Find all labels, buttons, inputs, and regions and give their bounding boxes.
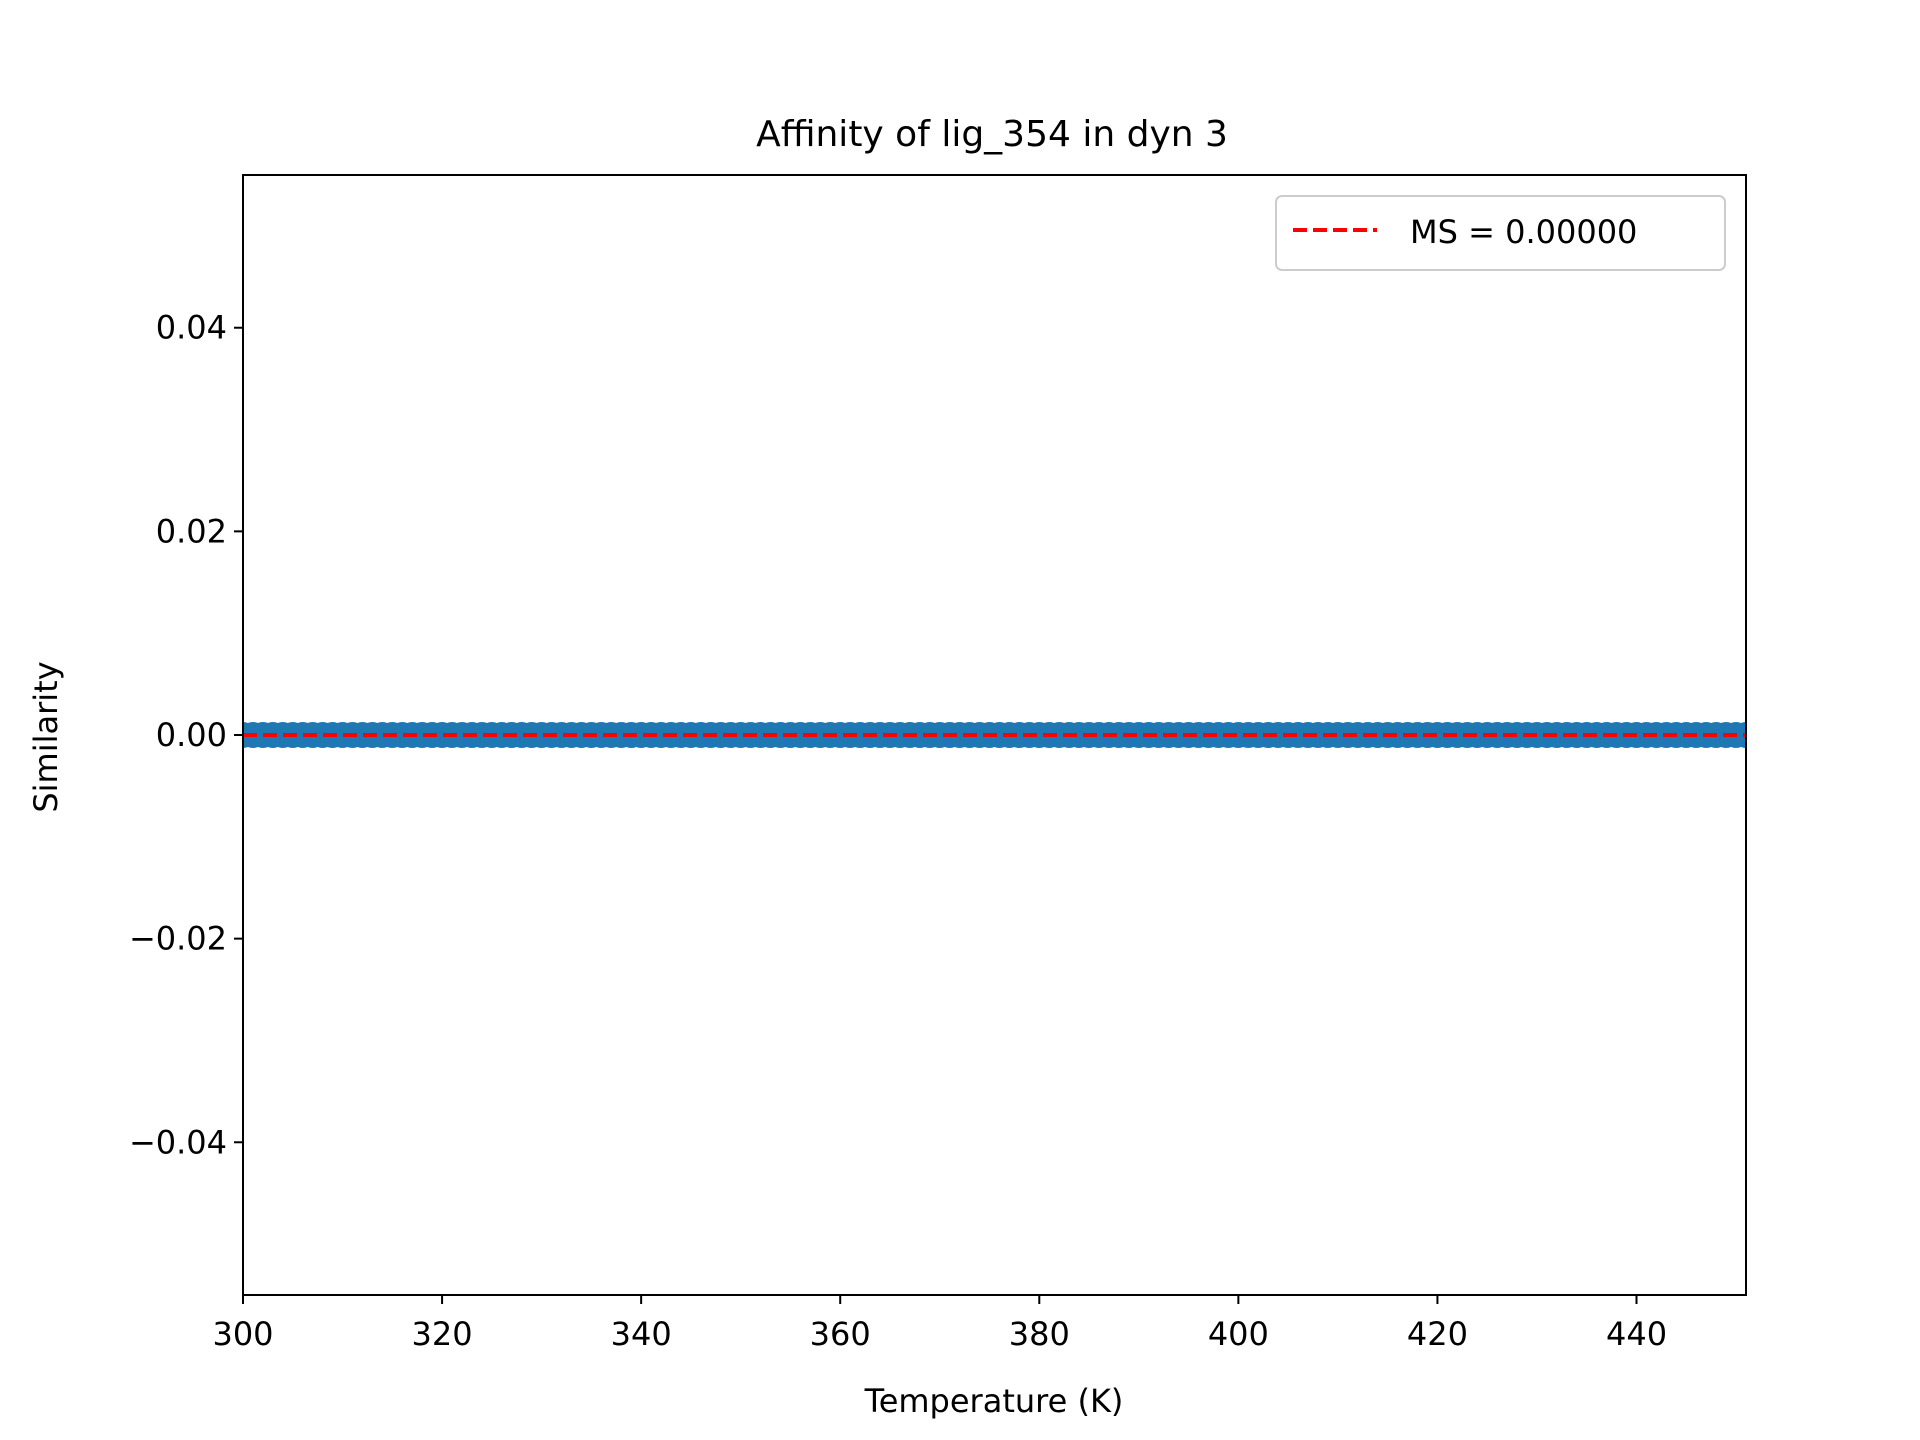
y-axis-ticks: −0.04 −0.02 0.00 0.02 0.04 [129, 309, 243, 1161]
legend-label-ms: MS = 0.00000 [1410, 213, 1637, 251]
y-tick-label: −0.04 [129, 1123, 227, 1161]
chart-title: Affinity of lig_354 in dyn 3 [756, 114, 1228, 155]
y-tick-label: 0.00 [156, 716, 227, 754]
x-tick-label: 420 [1407, 1315, 1468, 1353]
legend: MS = 0.00000 [1275, 195, 1726, 271]
y-tick-label: −0.02 [129, 920, 227, 958]
x-tick-label: 440 [1606, 1315, 1667, 1353]
x-tick-label: 400 [1208, 1315, 1269, 1353]
x-tick-label: 320 [412, 1315, 473, 1353]
x-axis-label: Temperature (K) [864, 1382, 1124, 1420]
x-tick-label: 380 [1009, 1315, 1070, 1353]
x-axis-ticks: 300 320 340 360 380 400 420 440 [212, 1295, 1667, 1353]
y-axis-label: Similarity [27, 661, 65, 812]
scatter-point [1733, 722, 1746, 748]
x-tick-label: 360 [810, 1315, 871, 1353]
y-tick-label: 0.04 [156, 309, 227, 347]
legend-box [1275, 195, 1726, 271]
x-tick-label: 300 [212, 1315, 273, 1353]
x-tick-label: 340 [611, 1315, 672, 1353]
y-tick-label: 0.02 [156, 512, 227, 550]
plot-area [243, 722, 1746, 748]
